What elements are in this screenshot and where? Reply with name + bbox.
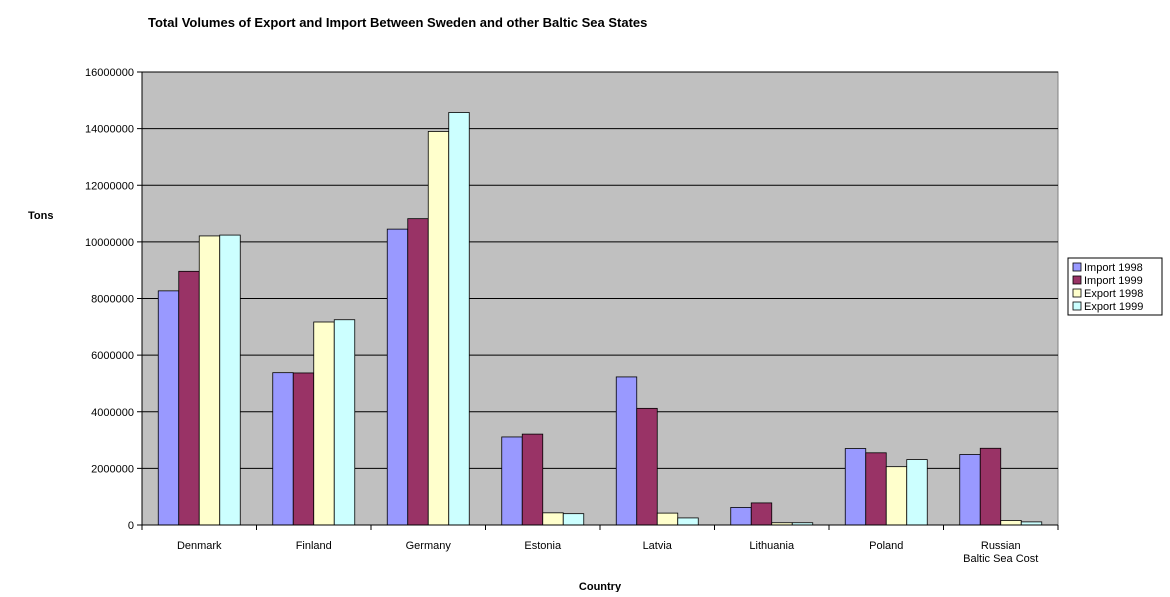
y-axis-title: Tons — [28, 210, 53, 222]
x-tick-label: Germany — [406, 540, 452, 552]
y-tick-label: 10000000 — [85, 237, 134, 249]
legend-box — [1067, 257, 1163, 316]
bar — [427, 131, 450, 526]
bar — [521, 433, 544, 526]
bar — [656, 512, 679, 526]
bar — [906, 459, 928, 526]
bar — [885, 466, 908, 526]
x-tick-label: Finland — [296, 540, 332, 552]
bar — [333, 319, 356, 526]
bar — [636, 407, 658, 526]
legend-label: Export 1998 — [1084, 288, 1143, 300]
legend-label: Export 1999 — [1084, 301, 1143, 313]
x-tick-label: Lithuania — [749, 540, 795, 552]
bar — [1000, 520, 1022, 526]
bar — [219, 234, 241, 526]
bar — [844, 448, 867, 526]
bar — [979, 447, 1002, 526]
bar — [157, 290, 180, 526]
bar — [959, 454, 981, 526]
x-tick-label: Latvia — [643, 540, 673, 552]
x-tick-label: Poland — [869, 540, 903, 552]
legend-label: Import 1998 — [1084, 262, 1143, 274]
bar — [313, 321, 335, 526]
legend-swatch — [1072, 275, 1082, 285]
y-tick-label: 8000000 — [91, 294, 134, 306]
legend-swatch — [1072, 288, 1082, 298]
bar — [730, 507, 752, 526]
legend-label: Import 1999 — [1084, 275, 1143, 287]
bar — [407, 218, 429, 526]
bar — [677, 517, 699, 526]
y-tick-label: 14000000 — [85, 124, 134, 136]
y-tick-label: 12000000 — [85, 180, 134, 192]
bar — [501, 436, 523, 526]
chart-title: Total Volumes of Export and Import Betwe… — [148, 15, 647, 30]
y-tick-labels: 0 2000000 4000000 6000000 8000000 10000000 120… — [85, 67, 134, 532]
x-axis-title: Country — [579, 581, 622, 592]
axes — [137, 71, 1059, 530]
bar — [198, 235, 221, 526]
x-tick-label: Estonia — [524, 540, 562, 552]
legend-swatch — [1072, 301, 1082, 311]
bar — [562, 513, 585, 526]
bars — [157, 112, 1043, 526]
bar — [272, 372, 294, 526]
x-tick-labels: Denmark Finland Germany Estonia Latvia Lithua… — [177, 540, 1038, 565]
x-tick-label: Russian Baltic Sea Cost — [963, 540, 1038, 565]
y-tick-label: 4000000 — [91, 407, 134, 419]
legend-swatch — [1072, 262, 1082, 272]
y-tick-label: 0 — [128, 520, 134, 532]
bar — [615, 376, 638, 526]
bar — [542, 512, 564, 526]
bar — [292, 372, 315, 526]
y-tick-label: 16000000 — [85, 67, 134, 79]
bar — [178, 270, 200, 526]
bar — [386, 228, 409, 526]
bar — [448, 112, 470, 526]
bar — [750, 502, 773, 526]
y-tick-label: 6000000 — [91, 350, 134, 362]
bar — [865, 452, 887, 526]
x-tick-label: Denmark — [177, 540, 222, 552]
y-tick-label: 2000000 — [91, 463, 134, 475]
